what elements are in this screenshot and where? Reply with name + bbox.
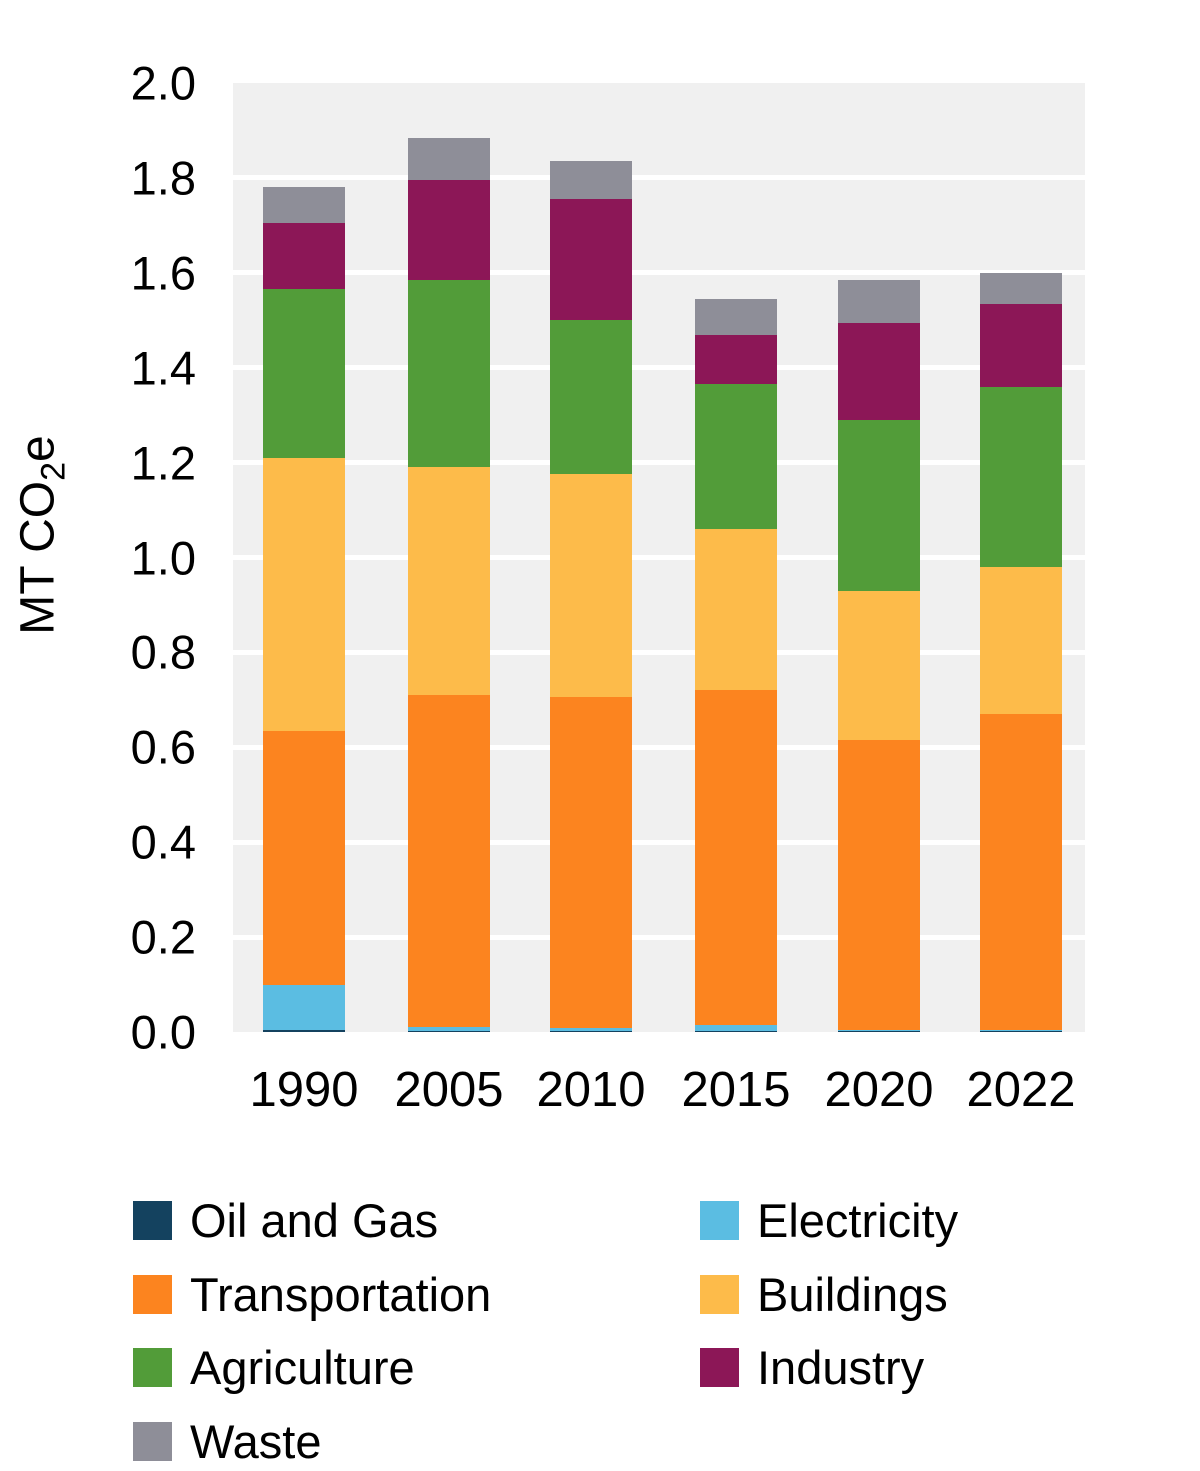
legend-swatch-industry xyxy=(700,1348,739,1388)
legend-item-waste: Waste xyxy=(133,1418,321,1465)
y-tick-label-0.0: 0.0 xyxy=(130,1005,196,1059)
y-tick-label-0.4: 0.4 xyxy=(130,815,196,869)
bar-segment-transportation-2020 xyxy=(838,740,920,1031)
bar-segment-agriculture-2010 xyxy=(550,320,632,475)
bar-segment-electricity-2015 xyxy=(695,1024,777,1031)
legend-swatch-agriculture xyxy=(133,1348,172,1388)
y-tick-label-1.8: 1.8 xyxy=(130,151,196,205)
gridline xyxy=(233,270,1085,276)
bar-segment-buildings-1990 xyxy=(263,457,345,731)
y-tick-label-1.4: 1.4 xyxy=(130,341,196,395)
bar-segment-transportation-1990 xyxy=(263,730,345,985)
legend-label-waste: Waste xyxy=(190,1414,322,1468)
legend-label-transportation: Transportation xyxy=(190,1267,492,1321)
x-tick-label-2022: 2022 xyxy=(966,1063,1076,1117)
y-tick-label-1.0: 1.0 xyxy=(130,531,196,584)
bar-segment-transportation-2010 xyxy=(550,697,632,1028)
legend-swatch-waste xyxy=(133,1421,172,1461)
gridline xyxy=(233,365,1085,371)
bar-segment-oil-and-gas-2015 xyxy=(695,1030,777,1032)
legend-item-oil-and-gas: Oil and Gas xyxy=(133,1197,438,1244)
bar-segment-electricity-2020 xyxy=(838,1030,920,1032)
y-tick-label-0.8: 0.8 xyxy=(130,625,196,679)
bar-segment-oil-and-gas-2022 xyxy=(980,1031,1062,1032)
y-tick-label-0.6: 0.6 xyxy=(130,720,196,774)
bar-segment-industry-1990 xyxy=(263,223,345,290)
bar-segment-transportation-2015 xyxy=(695,690,777,1025)
legend-label-buildings: Buildings xyxy=(757,1267,948,1321)
y-tick-label-0.2: 0.2 xyxy=(130,910,196,964)
bar-segment-oil-and-gas-2005 xyxy=(408,1030,490,1032)
bar-segment-transportation-2022 xyxy=(980,714,1062,1031)
y-tick-label-2.0: 2.0 xyxy=(130,56,196,110)
bar-2022 xyxy=(980,272,1062,1032)
bar-segment-electricity-1990 xyxy=(263,984,345,1030)
bar-segment-transportation-2005 xyxy=(408,695,490,1028)
bar-segment-agriculture-2005 xyxy=(408,279,490,468)
bar-segment-agriculture-1990 xyxy=(263,289,345,458)
bar-segment-buildings-2020 xyxy=(838,590,920,741)
gridline xyxy=(233,744,1085,750)
x-tick-label-2010: 2010 xyxy=(536,1063,646,1117)
gridline xyxy=(233,175,1085,181)
bar-segment-industry-2022 xyxy=(980,303,1062,387)
bar-segment-waste-2005 xyxy=(408,137,490,181)
legend-label-oil-and-gas: Oil and Gas xyxy=(190,1194,439,1247)
bar-segment-waste-2015 xyxy=(695,298,777,335)
bar-segment-agriculture-2015 xyxy=(695,384,777,530)
bar-segment-electricity-2022 xyxy=(980,1030,1062,1032)
bar-segment-industry-2015 xyxy=(695,334,777,385)
legend-label-electricity: Electricity xyxy=(757,1194,959,1247)
bar-segment-industry-2005 xyxy=(408,180,490,280)
bar-segment-agriculture-2020 xyxy=(838,419,920,591)
bar-2005 xyxy=(408,137,490,1032)
legend-swatch-transportation xyxy=(133,1274,172,1314)
y-tick-label-1.6: 1.6 xyxy=(130,246,196,300)
legend-item-electricity: Electricity xyxy=(700,1197,958,1244)
legend-swatch-oil-and-gas xyxy=(133,1201,172,1240)
bar-segment-agriculture-2022 xyxy=(980,386,1062,567)
bar-segment-electricity-2010 xyxy=(550,1027,632,1031)
legend-item-transportation: Transportation xyxy=(133,1271,491,1318)
gridline xyxy=(233,460,1085,466)
bar-segment-buildings-2005 xyxy=(408,467,490,696)
bar-segment-electricity-2005 xyxy=(408,1027,490,1031)
legend-item-industry: Industry xyxy=(700,1344,924,1391)
legend-label-industry: Industry xyxy=(757,1341,925,1395)
legend-label-agriculture: Agriculture xyxy=(190,1341,415,1395)
bar-segment-buildings-2022 xyxy=(980,567,1062,715)
gridline xyxy=(233,649,1085,655)
bar-segment-waste-1990 xyxy=(263,187,345,223)
legend-swatch-electricity xyxy=(700,1201,739,1240)
x-tick-label-2020: 2020 xyxy=(824,1063,934,1117)
bar-2020 xyxy=(838,279,920,1032)
y-tick-label-1.2: 1.2 xyxy=(130,436,196,490)
bar-segment-waste-2020 xyxy=(838,279,920,323)
bar-segment-waste-2022 xyxy=(980,272,1062,304)
gridline xyxy=(233,839,1085,845)
bar-segment-buildings-2015 xyxy=(695,529,777,691)
bar-segment-oil-and-gas-2010 xyxy=(550,1030,632,1032)
legend-swatch-buildings xyxy=(700,1274,739,1314)
bar-segment-waste-2010 xyxy=(550,161,632,200)
bar-segment-oil-and-gas-1990 xyxy=(263,1029,345,1032)
bar-segment-industry-2020 xyxy=(838,322,920,420)
bar-segment-buildings-2010 xyxy=(550,474,632,698)
plot-area xyxy=(233,83,1085,1032)
legend-item-agriculture: Agriculture xyxy=(133,1344,415,1391)
bar-1990 xyxy=(263,187,345,1032)
x-tick-label-2005: 2005 xyxy=(394,1063,504,1117)
bar-segment-industry-2010 xyxy=(550,199,632,321)
gridline xyxy=(233,934,1085,940)
x-tick-label-2015: 2015 xyxy=(681,1063,791,1117)
legend-item-buildings: Buildings xyxy=(700,1271,948,1318)
x-tick-label-1990: 1990 xyxy=(249,1063,359,1117)
bar-segment-oil-and-gas-2020 xyxy=(838,1031,920,1032)
gridline xyxy=(233,555,1085,560)
bar-2015 xyxy=(695,298,777,1032)
bar-2010 xyxy=(550,161,632,1032)
